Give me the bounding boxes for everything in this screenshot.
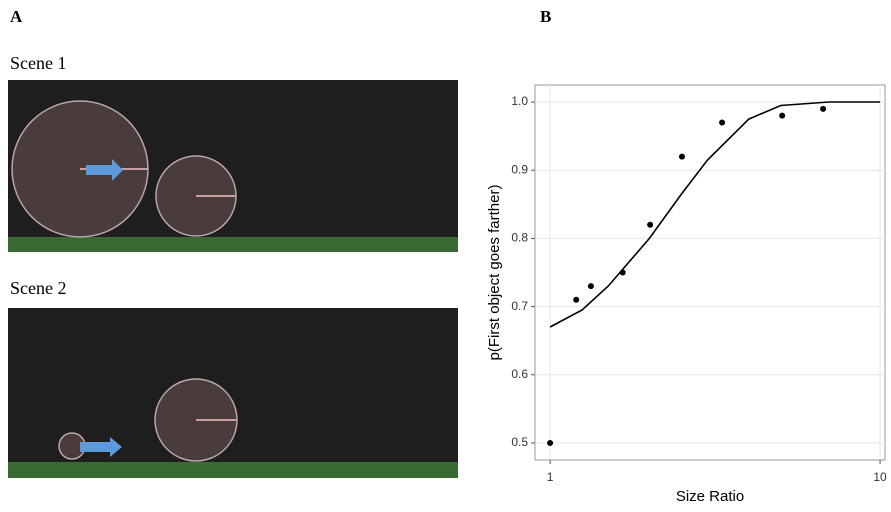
y-tick-label: 0.8 bbox=[511, 231, 528, 245]
plot-area bbox=[534, 84, 886, 461]
data-point bbox=[573, 296, 580, 303]
y-tick-label: 0.9 bbox=[511, 162, 528, 176]
fit-curve bbox=[549, 101, 881, 328]
scene-label: Scene 1 bbox=[10, 53, 66, 73]
y-tick-label: 0.5 bbox=[511, 435, 528, 449]
scene-1 bbox=[8, 80, 458, 252]
data-point bbox=[547, 439, 554, 446]
y-tick-label: 1.0 bbox=[511, 94, 528, 108]
y-axis-label: p(First object goes farther) bbox=[486, 185, 503, 361]
data-point bbox=[779, 112, 786, 119]
data-point bbox=[647, 221, 654, 228]
panel-label: B bbox=[540, 7, 551, 26]
scene-2 bbox=[8, 308, 458, 478]
x-tick-label: 1 bbox=[547, 470, 554, 484]
x-tick-label: 10 bbox=[873, 470, 887, 484]
data-point bbox=[619, 269, 626, 276]
data-point bbox=[719, 119, 726, 126]
panel-label: A bbox=[10, 7, 23, 26]
y-tick-label: 0.7 bbox=[511, 299, 528, 313]
data-point bbox=[587, 283, 594, 290]
y-tick-label: 0.6 bbox=[511, 367, 528, 381]
data-point bbox=[678, 153, 685, 160]
data-point bbox=[820, 105, 827, 112]
x-axis-label: Size Ratio bbox=[676, 488, 744, 505]
scene-label: Scene 2 bbox=[10, 278, 66, 298]
